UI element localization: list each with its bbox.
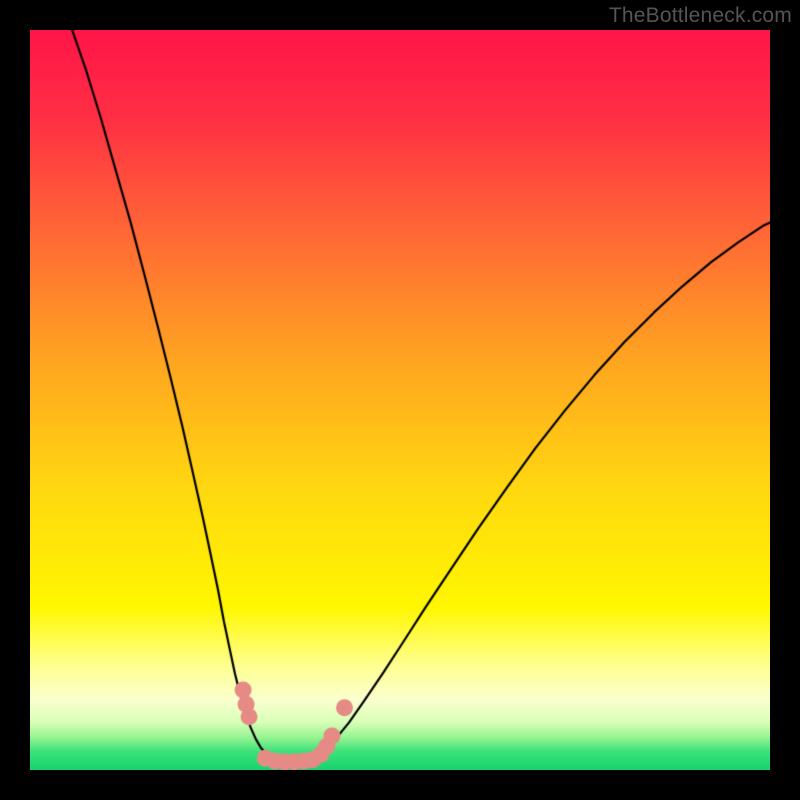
plot-area [30,30,770,770]
stage: TheBottleneck.com [0,0,800,800]
gradient-v-chart [30,30,770,770]
watermark-text: TheBottleneck.com [609,4,792,28]
